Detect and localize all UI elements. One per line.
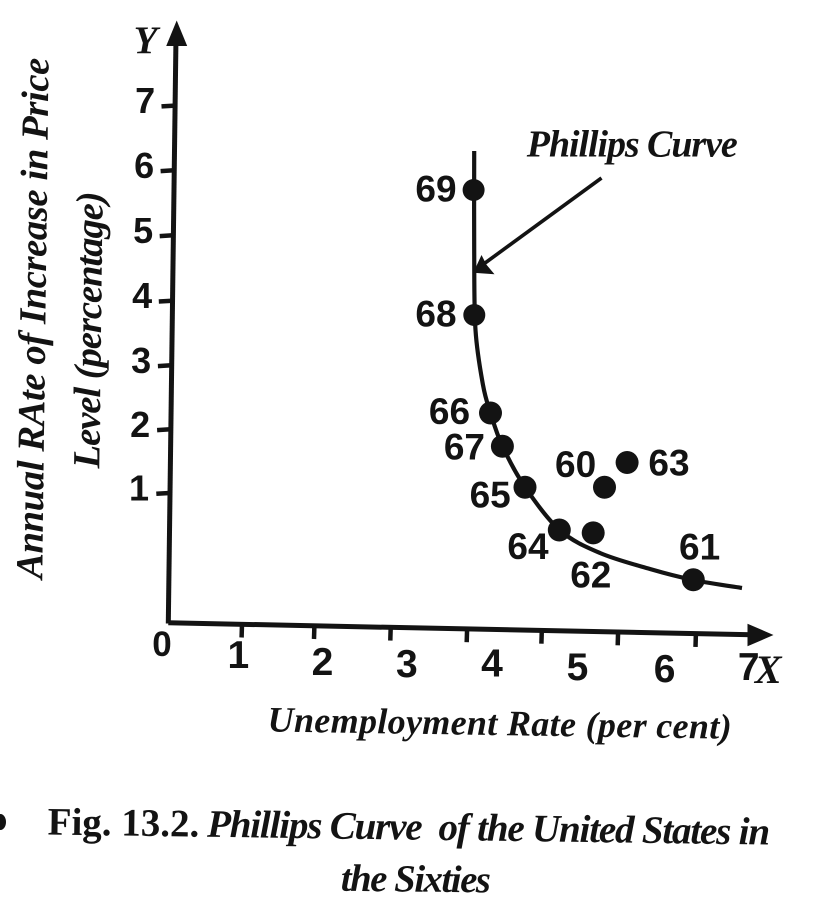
svg-text:62: 62 <box>570 555 611 596</box>
svg-text:the Sixties: the Sixties <box>341 858 491 902</box>
svg-text:2: 2 <box>130 404 150 445</box>
svg-text:Level (percentage): Level (percentage) <box>66 191 111 469</box>
svg-text:Y: Y <box>134 19 161 62</box>
svg-text:1: 1 <box>227 634 249 677</box>
svg-text:Annual RAte of Increase in Pri: Annual RAte of Increase in Price <box>9 58 57 581</box>
svg-text:5: 5 <box>567 646 589 689</box>
svg-text:Phillips Curve: Phillips Curve <box>526 123 738 165</box>
svg-text:67: 67 <box>444 427 485 468</box>
svg-text:Phillips Curve of the United: Phillips Curve of the United States in <box>206 803 771 854</box>
svg-text:Fig. 13.2.: Fig. 13.2. <box>47 801 199 846</box>
svg-text:0: 0 <box>152 625 171 664</box>
svg-text:7: 7 <box>738 646 760 689</box>
svg-text:66: 66 <box>429 391 470 432</box>
svg-text:2: 2 <box>312 641 334 684</box>
svg-text:5: 5 <box>133 210 153 251</box>
svg-text:Unemployment Rate (per cent): Unemployment Rate (per cent) <box>267 700 732 747</box>
svg-text:X: X <box>753 647 783 692</box>
svg-text:60: 60 <box>555 444 596 485</box>
svg-text:6: 6 <box>654 648 676 691</box>
svg-text:63: 63 <box>648 443 689 484</box>
svg-text:3: 3 <box>131 340 151 381</box>
svg-text:4: 4 <box>481 643 503 686</box>
svg-text:65: 65 <box>470 474 511 515</box>
svg-text:68: 68 <box>415 293 456 334</box>
svg-text:64: 64 <box>507 526 549 567</box>
svg-text:6: 6 <box>134 145 154 186</box>
svg-text:7: 7 <box>135 80 155 121</box>
svg-text:69: 69 <box>415 168 456 209</box>
svg-text:4: 4 <box>132 275 152 316</box>
svg-text:3: 3 <box>396 643 418 686</box>
svg-text:61: 61 <box>679 526 720 567</box>
svg-text:1: 1 <box>129 468 149 509</box>
